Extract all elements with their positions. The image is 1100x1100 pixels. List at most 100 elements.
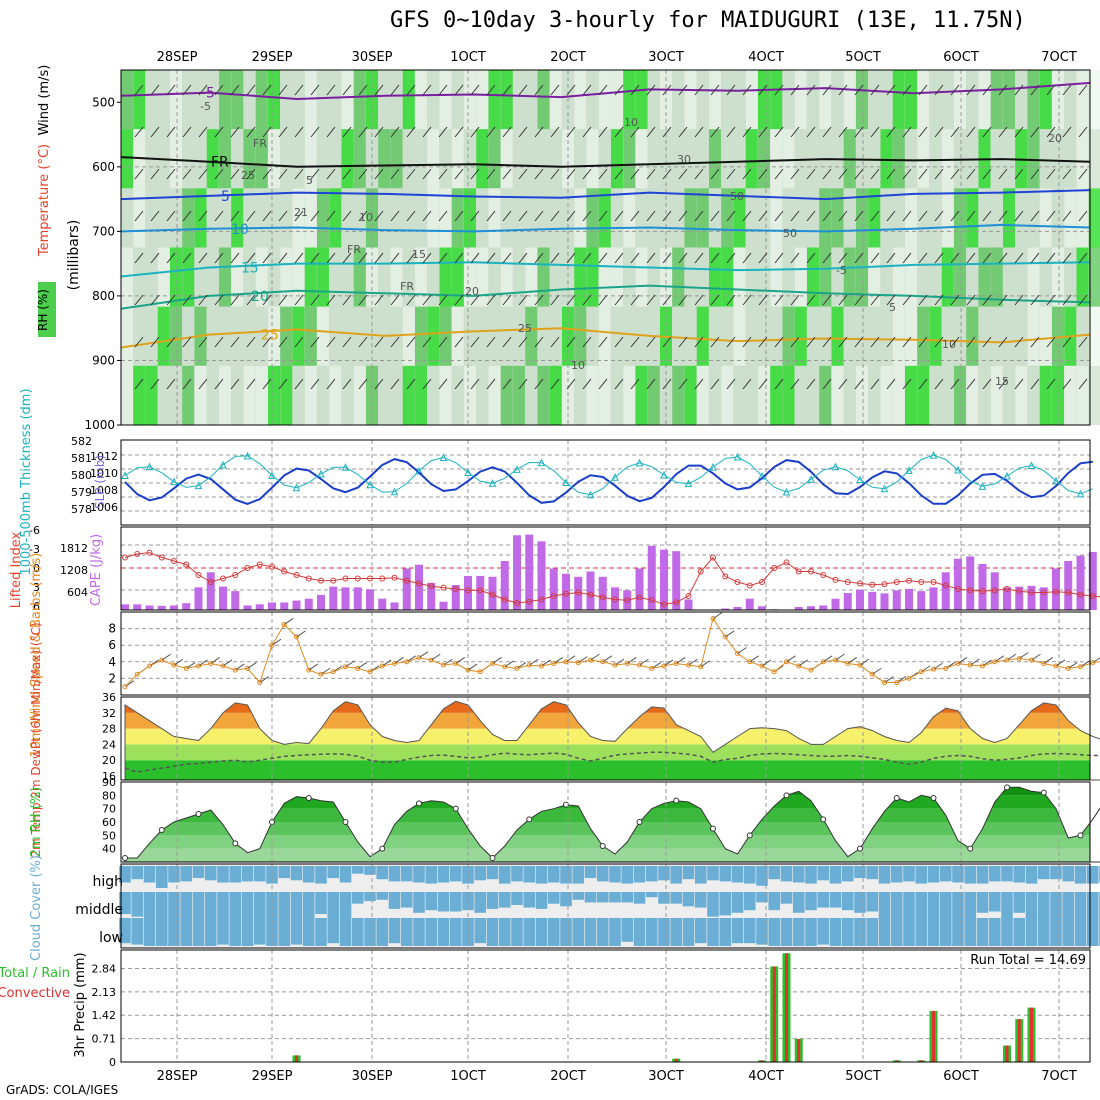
rh-cell: [145, 70, 158, 130]
cloud-middle-55: [792, 892, 805, 913]
cloud-middle-72: [1001, 892, 1013, 918]
wind-barb: [1062, 126, 1072, 138]
rh-cell: [586, 247, 599, 307]
cloud-low-7: [204, 918, 217, 946]
cloud-low-65: [915, 918, 928, 946]
wind-barb-61: [871, 667, 882, 675]
wind-barb: [326, 336, 336, 348]
temp2m-frame: [120, 696, 1091, 781]
cape-bar-58: [831, 598, 840, 610]
rh-cell: [696, 365, 709, 425]
cape-bar-15: [304, 598, 313, 610]
ylabel-cloud: Cloud Cover (%): [29, 855, 44, 961]
rh-cell: [280, 129, 293, 189]
rh-point-6: [195, 811, 202, 817]
wind-barb: [470, 378, 480, 390]
cloud-middle-31: [498, 892, 511, 908]
wind-barb: [534, 210, 544, 222]
contour-label-12: -5: [836, 264, 847, 277]
rh-cell: [219, 247, 231, 307]
rh-cell: [819, 247, 832, 307]
rh-cell: [966, 365, 979, 425]
bottom-date-label-4: 2OCT: [550, 1069, 586, 1084]
wind-barb-9: [234, 663, 245, 671]
wind-barb: [550, 210, 560, 222]
rh-cell: [476, 365, 489, 425]
cape-bar-49: [721, 608, 730, 610]
wind-barb: [246, 294, 256, 306]
slp-marker-12: [268, 471, 276, 480]
rh-cell: [856, 70, 868, 130]
thickness-tick-3: 579: [71, 486, 92, 499]
rh-cell: [255, 306, 268, 366]
rh-cell: [647, 70, 660, 130]
rh-point-33: [526, 816, 533, 823]
rh-cell: [280, 188, 293, 248]
rh-cell: [807, 365, 819, 425]
wind-barb: [614, 126, 624, 138]
cloud-low-34: [535, 918, 548, 946]
wind-barb: [918, 336, 928, 348]
wind-barb: [374, 84, 384, 96]
cloud-low-30: [486, 918, 499, 946]
cloud-middle-0: [119, 892, 131, 915]
rh-cell: [1003, 247, 1015, 307]
slp-marker-40: [611, 473, 619, 481]
wind-barb: [854, 378, 864, 390]
rh-cell: [1064, 247, 1077, 307]
rh-cell: [525, 365, 538, 425]
rh-cell: [598, 70, 611, 130]
wind-barb: [246, 210, 256, 222]
cloud-low-13: [278, 918, 291, 946]
wind-barb: [262, 252, 272, 264]
cape-tick-1: 1208: [60, 564, 88, 577]
rh-cell: [402, 306, 415, 366]
wind-barb: [246, 378, 256, 390]
wind-barb: [934, 378, 944, 390]
contour-label-13: 5: [889, 301, 896, 314]
rh-cell: [721, 306, 734, 366]
wind-barb: [774, 252, 784, 264]
rh-cell: [1027, 306, 1040, 366]
cape-bar-73: [1015, 586, 1024, 610]
rh-cell: [807, 306, 819, 366]
wind-barb: [470, 336, 480, 348]
rh-cell: [574, 188, 587, 248]
wind-barb-12: [271, 638, 282, 646]
rh-cell: [709, 129, 721, 189]
wind-barb: [886, 336, 896, 348]
rh-cell: [451, 129, 464, 189]
rh-cell: [598, 188, 611, 248]
rh-point-9: [232, 840, 239, 847]
rh-cell: [390, 129, 403, 189]
rh-cell: [121, 188, 133, 248]
rh-cell: [709, 247, 721, 307]
rh-cell: [304, 247, 317, 307]
rh-cell: [892, 306, 905, 366]
cloud-low-29: [474, 918, 487, 944]
rh-cell: [513, 365, 525, 425]
wind-barb: [182, 84, 192, 96]
wind-barb: [1078, 336, 1088, 348]
wind-barb-48: [712, 612, 723, 620]
cloud-high-57: [817, 866, 830, 881]
li-point-5: [183, 561, 190, 568]
wind-barb-58: [835, 653, 845, 661]
wind-barb: [630, 252, 640, 264]
cape-bar-71: [990, 572, 999, 610]
wind-barb: [294, 168, 304, 180]
rh-cell: [329, 365, 342, 425]
cloud-low-28: [462, 918, 474, 946]
wind-barb: [342, 126, 352, 138]
wind-barb: [198, 210, 208, 222]
cloud-low-1: [131, 918, 144, 945]
wind-barb: [422, 378, 432, 390]
cloud-middle-75: [1037, 892, 1050, 918]
rh-cell: [378, 129, 391, 189]
cape-bar-3: [157, 605, 166, 610]
wind-barb: [342, 84, 352, 96]
wind-barb: [822, 84, 832, 96]
precip-conv-bar-54: [785, 953, 788, 1062]
rh-cell: [1052, 247, 1064, 307]
wind-barb: [134, 252, 144, 264]
